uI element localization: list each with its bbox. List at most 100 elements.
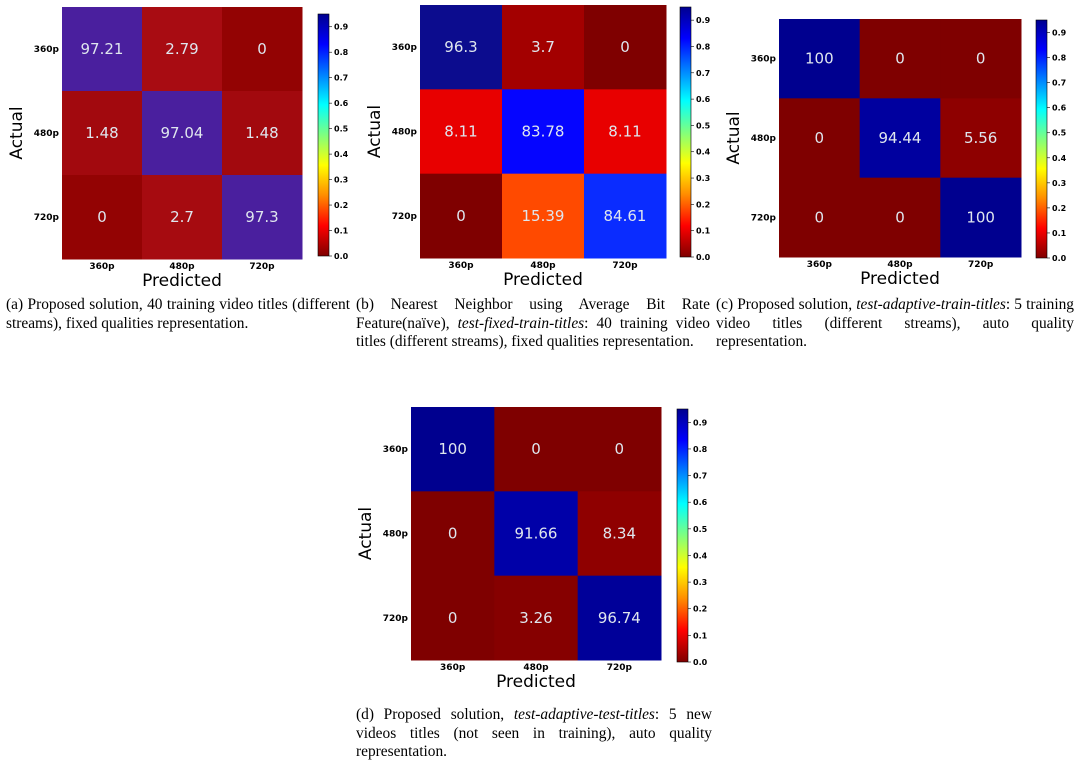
heatmap-a-cell-2-1 <box>142 175 223 260</box>
heatmap-c-cbtick-6: 0.6 <box>1052 104 1067 113</box>
heatmap-a-cbtick-3: 0.3 <box>334 176 348 185</box>
heatmap-d-cell-2-0 <box>411 575 495 661</box>
confusion-matrix-c: 100 0 0 0 94.44 5.56 0 0 100 360p 480p 720p 360p 480p… <box>722 0 1081 290</box>
heatmap-d-value-2-2: 96.74 <box>598 609 641 627</box>
heatmap-a-cell-0-1 <box>142 7 223 92</box>
heatmap-b-ytick-0: 360p <box>392 43 418 53</box>
heatmap-d-xtick-2: 720p <box>607 663 633 673</box>
confusion-matrix-a: 97.21 2.79 0 1.48 97.04 1.48 0 2.7 97.3 360p 480p 7… <box>0 0 360 291</box>
heatmap-c-cbtick-1: 0.1 <box>1052 229 1067 238</box>
caption-d-italic: test-adaptive-test-titles <box>513 706 655 723</box>
caption-a: (a) Proposed solution, 40 training video… <box>6 296 350 333</box>
heatmap-b-cbtick-7: 0.7 <box>696 69 710 78</box>
heatmap-b-cbtick-3: 0.3 <box>696 174 710 183</box>
heatmap-d-ytick-2: 720p <box>383 614 409 624</box>
heatmap-a-cbtick-2: 0.2 <box>334 201 348 210</box>
caption-d: (d) Proposed solution, test-adaptive-tes… <box>356 706 712 762</box>
heatmap-c-value-1-2: 5.56 <box>964 129 997 147</box>
heatmap-a-cbtick-9: 0.9 <box>334 23 349 32</box>
heatmap-b-svg: 96.3 3.7 0 8.11 83.78 8.11 0 15.39 84.61 360p 480p… <box>365 5 711 290</box>
heatmap-c-ytick-1: 480p <box>751 134 777 144</box>
heatmap-c-xtick-2: 720p <box>968 260 994 270</box>
heatmap-d-cell-1-0 <box>411 491 495 577</box>
heatmap-b-value-1-0: 8.11 <box>444 123 477 141</box>
heatmap-c-cell-1-2 <box>940 98 1022 179</box>
heatmap-c-xlabel: Predicted <box>860 269 940 289</box>
heatmap-d-cbtick-0: 0.0 <box>693 658 708 667</box>
heatmap-b-xtick-0: 360p <box>448 261 474 271</box>
heatmap-a-ylabel: Actual <box>7 106 27 159</box>
heatmap-c-value-0-1: 0 <box>895 50 905 68</box>
heatmap-d-cbtick-2: 0.2 <box>693 605 707 614</box>
heatmap-d-cbtick-5: 0.5 <box>693 525 708 534</box>
heatmap-c-value-2-1: 0 <box>895 208 905 226</box>
heatmap-a-value-0-2: 0 <box>257 40 267 58</box>
heatmap-a-value-0-0: 97.21 <box>81 40 124 58</box>
heatmap-d-cell-1-1 <box>494 491 579 577</box>
heatmap-b-cbtick-4: 0.4 <box>696 148 711 157</box>
heatmap-a-value-1-0: 1.48 <box>85 124 118 142</box>
heatmap-b-cell-2-0 <box>420 173 503 259</box>
heatmap-a-ytick-1: 480p <box>34 129 60 139</box>
heatmap-c-svg: 100 0 0 0 94.44 5.56 0 0 100 360p 480p 720p 360p 480p… <box>724 19 1067 289</box>
heatmap-c-xtick-0: 360p <box>807 260 833 270</box>
heatmap-c-cbtick-0: 0.0 <box>1052 254 1067 263</box>
heatmap-d-ytick-0: 360p <box>383 445 409 455</box>
heatmap-a-ytick-2: 720p <box>34 213 60 223</box>
heatmap-c-cell-0-0 <box>779 19 861 99</box>
heatmap-d-value-1-2: 8.34 <box>603 525 636 543</box>
heatmap-b-value-2-1: 15.39 <box>522 207 565 225</box>
heatmap-c-ytick-0: 360p <box>751 55 777 65</box>
heatmap-b-value-1-2: 8.11 <box>608 123 641 141</box>
heatmap-d-cbtick-3: 0.3 <box>693 578 707 587</box>
heatmap-c-cell-1-1 <box>859 98 941 179</box>
heatmap-c-value-0-2: 0 <box>976 50 986 68</box>
heatmap-a-cell-1-0 <box>62 91 143 176</box>
heatmap-a-cbtick-4: 0.4 <box>334 150 349 159</box>
heatmap-d-ylabel: Actual <box>356 507 376 560</box>
heatmap-c-ytick-2: 720p <box>751 213 777 223</box>
heatmap-c-cell-1-0 <box>779 98 861 179</box>
heatmap-d-colorbar <box>676 408 689 663</box>
heatmap-c-cbtick-5: 0.5 <box>1052 129 1067 138</box>
heatmap-a-cell-1-1 <box>142 91 223 176</box>
heatmap-b-cell-0-1 <box>502 5 585 90</box>
heatmap-c-value-2-0: 0 <box>815 208 825 226</box>
heatmap-b-cell-0-0 <box>420 5 503 90</box>
heatmap-b-value-2-2: 84.61 <box>604 207 647 225</box>
heatmap-c-cell-2-0 <box>779 177 861 258</box>
heatmap-a-cbtick-5: 0.5 <box>334 125 349 134</box>
heatmap-c-cbtick-4: 0.4 <box>1052 154 1067 163</box>
caption-d-prefix: (d) Proposed solution, <box>356 706 514 723</box>
heatmap-b-cell-0-2 <box>584 5 667 90</box>
heatmap-a-value-2-2: 97.3 <box>245 208 278 226</box>
heatmap-d-cbtick-7: 0.7 <box>693 472 707 481</box>
heatmap-d-value-1-1: 91.66 <box>515 525 558 543</box>
heatmap-b-cbtick-2: 0.2 <box>696 200 710 209</box>
heatmap-d-cell-1-2 <box>577 491 662 577</box>
heatmap-c-cbtick-8: 0.8 <box>1052 54 1067 63</box>
heatmap-b-ytick-1: 480p <box>392 128 418 138</box>
heatmap-d-xtick-0: 360p <box>440 663 466 673</box>
heatmap-c-xtick-1: 480p <box>887 260 913 270</box>
caption-c: (c) Proposed solution, test-adaptive-tra… <box>716 296 1074 352</box>
heatmap-b-cbtick-5: 0.5 <box>696 121 711 130</box>
heatmap-a-xtick-2: 720p <box>249 262 275 272</box>
heatmap-a-cell-2-2 <box>222 175 303 260</box>
heatmap-b-cbtick-1: 0.1 <box>696 227 711 236</box>
heatmap-a-svg: 97.21 2.79 0 1.48 97.04 1.48 0 2.7 97.3 360p 480p 7… <box>7 7 349 291</box>
heatmap-a-cbtick-0: 0.0 <box>334 252 349 261</box>
caption-b-prefix: (b) Nearest Neighbor using Average Bit R… <box>356 296 710 332</box>
heatmap-a-value-0-1: 2.79 <box>165 40 198 58</box>
heatmap-a-cell-1-2 <box>222 91 303 176</box>
heatmap-a-cbtick-7: 0.7 <box>334 74 348 83</box>
heatmap-d-value-2-1: 3.26 <box>519 609 552 627</box>
heatmap-a-xtick-0: 360p <box>89 262 115 272</box>
heatmap-c-value-1-0: 0 <box>815 129 825 147</box>
heatmap-a-colorbar <box>317 13 330 257</box>
heatmap-d-cell-0-2 <box>577 407 662 492</box>
heatmap-a-cbtick-1: 0.1 <box>334 227 349 236</box>
heatmap-d-cell-2-2 <box>577 575 662 661</box>
heatmap-a-cell-0-0 <box>62 7 143 92</box>
heatmap-a-value-2-1: 2.7 <box>170 208 194 226</box>
